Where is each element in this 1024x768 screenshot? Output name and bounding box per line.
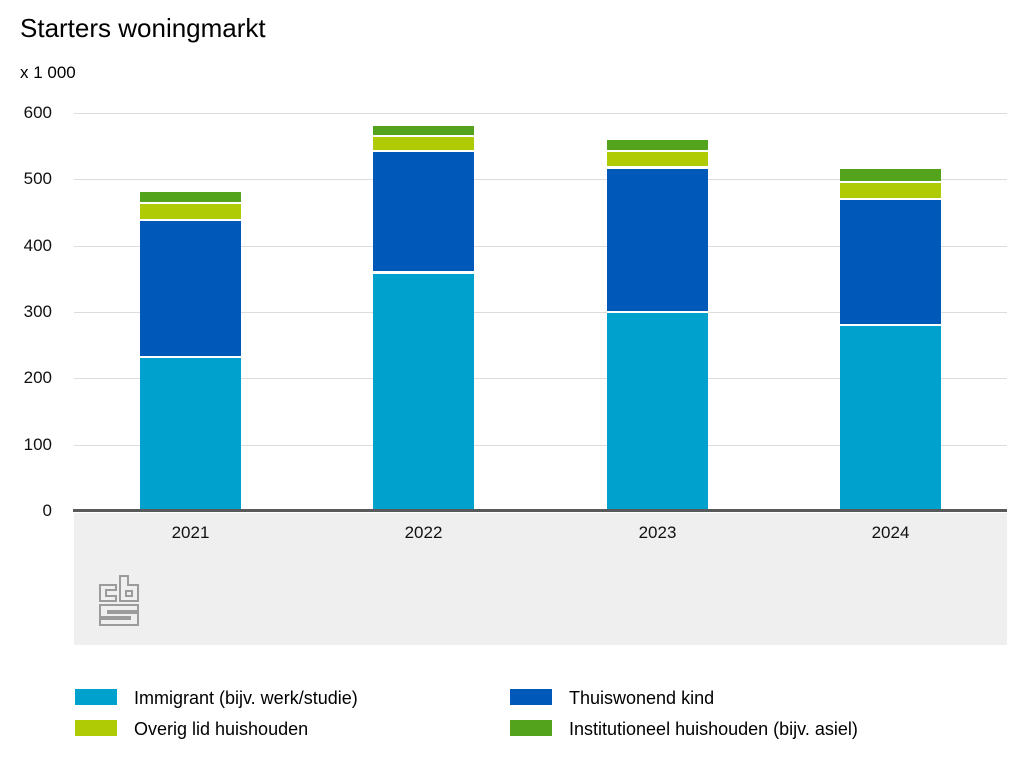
bar-segment[interactable] <box>373 137 474 152</box>
bar-2022 <box>373 0 474 509</box>
bar-segment[interactable] <box>607 140 708 152</box>
bar-segment[interactable] <box>140 221 241 358</box>
bar-segment[interactable] <box>840 199 941 326</box>
legend-label: Immigrant (bijv. werk/studie) <box>134 688 358 708</box>
bar-segment[interactable] <box>840 326 941 509</box>
legend-swatch <box>75 689 117 705</box>
x-axis-band <box>74 513 1007 645</box>
legend-swatch <box>510 689 552 705</box>
gridline <box>74 378 1007 379</box>
bar-segment[interactable] <box>607 313 708 509</box>
gridline <box>74 312 1007 313</box>
cbs-logo <box>99 575 139 626</box>
bar-segment[interactable] <box>607 151 708 168</box>
bar-2024 <box>840 0 941 509</box>
y-axis-tick-label: 300 <box>23 302 52 321</box>
legend-label: Overig lid huishouden <box>134 719 309 739</box>
bar-segment[interactable] <box>840 169 941 183</box>
bar-2021 <box>140 0 241 509</box>
gridline <box>74 445 1007 446</box>
bar-2023 <box>607 0 708 509</box>
y-axis-tick-label: 500 <box>23 169 52 188</box>
legend-swatch <box>75 720 117 736</box>
legend-label: Thuiswonend kind <box>569 688 715 708</box>
bar-segment[interactable] <box>140 192 241 204</box>
bar-segment[interactable] <box>840 183 941 200</box>
legend-item[interactable]: Overig lid huishouden <box>75 719 505 741</box>
y-axis-tick-label: 0 <box>42 501 52 520</box>
legend-item[interactable]: Institutioneel huishouden (bijv. asiel) <box>510 719 940 741</box>
bar-segment[interactable] <box>373 274 474 509</box>
bar-segment[interactable] <box>607 169 708 313</box>
bar-segment[interactable] <box>373 126 474 137</box>
gridline <box>74 113 1007 114</box>
unit-label: x 1 000 <box>20 63 76 82</box>
chart-title: Starters woningmarkt <box>20 13 266 43</box>
x-axis-label: 2023 <box>638 523 677 542</box>
bar-segment[interactable] <box>140 358 241 509</box>
legend-item[interactable]: Thuiswonend kind <box>510 688 940 710</box>
legend-label: Institutioneel huishouden (bijv. asiel) <box>569 719 858 739</box>
bar-segment[interactable] <box>140 204 241 221</box>
y-axis-tick-label: 600 <box>23 103 52 122</box>
legend-swatch <box>510 720 552 736</box>
x-axis-line <box>73 509 1007 512</box>
x-axis-label: 2021 <box>171 523 210 542</box>
x-axis-label: 2022 <box>404 523 443 542</box>
legend-item[interactable]: Immigrant (bijv. werk/studie) <box>75 688 505 710</box>
gridline <box>74 246 1007 247</box>
y-axis-tick-label: 200 <box>23 368 52 387</box>
y-axis-tick-label: 100 <box>23 435 52 454</box>
gridline <box>74 179 1007 180</box>
bar-segment[interactable] <box>373 151 474 273</box>
y-axis-tick-label: 400 <box>23 236 52 255</box>
x-axis-label: 2024 <box>871 523 910 542</box>
